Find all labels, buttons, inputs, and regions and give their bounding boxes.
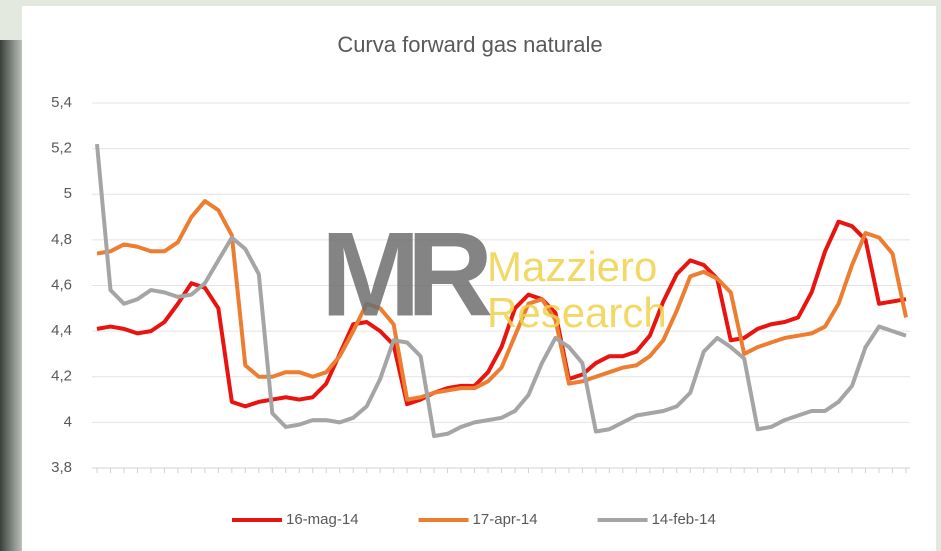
- y-tick-label: 4,4: [51, 322, 72, 339]
- legend-label: 17-apr-14: [473, 511, 538, 528]
- y-tick-label: 4,2: [51, 368, 72, 385]
- y-tick-label: 4,8: [51, 231, 72, 248]
- watermark-text: Mazziero: [487, 243, 657, 290]
- y-tick-label: 5,2: [51, 140, 72, 157]
- chart-title: Curva forward gas naturale: [337, 32, 602, 57]
- watermark: MR Mazziero Research: [321, 208, 667, 342]
- line-series: [95, 143, 907, 439]
- y-tick-label: 5,4: [51, 94, 72, 111]
- y-tick-label: 4: [64, 413, 72, 430]
- line-series: [96, 199, 908, 402]
- line-series: [96, 219, 907, 409]
- y-tick-label: 3,8: [51, 459, 72, 476]
- watermark-logo: MR: [321, 208, 492, 342]
- side-shadow: [0, 40, 24, 551]
- legend-label: 16-mag-14: [286, 511, 359, 528]
- chart-area: [22, 6, 936, 551]
- watermark-text: Research: [487, 289, 667, 336]
- y-tick-label: 4,6: [51, 276, 72, 293]
- y-tick-label: 5: [64, 185, 72, 202]
- legend-label: 14-feb-14: [652, 511, 716, 528]
